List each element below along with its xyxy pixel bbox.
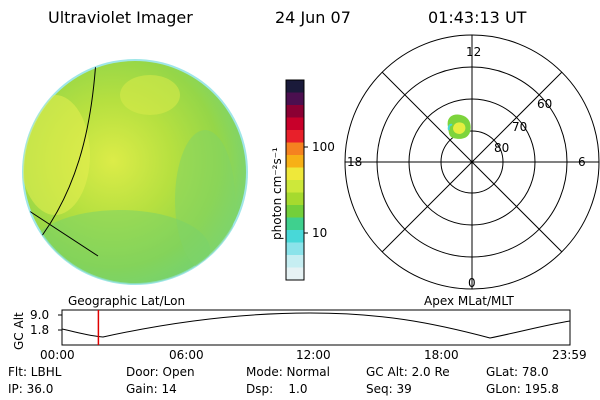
status-mode: Mode: Normal	[246, 365, 330, 379]
colorbar-segment	[286, 192, 304, 206]
uv-earth-disk	[22, 59, 248, 285]
colorbar-segment	[286, 130, 304, 143]
time-tick-0000: 00:00	[40, 348, 75, 362]
status-ip: IP: 36.0	[8, 382, 54, 396]
mlt-label-6: 6	[578, 155, 586, 169]
mlt-label-0: 0	[468, 276, 476, 290]
altitude-plot	[58, 309, 571, 346]
colorbar-segment	[286, 105, 304, 118]
time-tick-0600: 06:00	[169, 348, 204, 362]
gc-alt-axis-label: GC Alt	[12, 312, 26, 350]
colorbar-segment	[286, 92, 304, 106]
color-scale-bar	[286, 80, 304, 281]
status-gain: Gain: 14	[126, 382, 177, 396]
status-glat: GLat: 78.0	[486, 365, 549, 379]
colorbar-segment	[286, 155, 304, 168]
colorbar-label-100: 100	[312, 140, 335, 154]
date-label: 24 Jun 07	[275, 8, 351, 27]
colorbar-segment	[286, 217, 304, 231]
mlt-label-18: 18	[347, 155, 363, 169]
time-label: 01:43:13 UT	[428, 8, 527, 27]
colorbar-segment	[286, 205, 304, 218]
lat-label-70: 70	[512, 120, 528, 134]
geographic-label: Geographic Lat/Lon	[68, 294, 186, 308]
time-tick-1800: 18:00	[424, 348, 459, 362]
status-dsp: Dsp: 1.0	[246, 382, 308, 396]
apex-label: Apex MLat/MLT	[424, 294, 514, 308]
lat-label-60: 60	[537, 97, 553, 111]
colorbar-segment	[286, 242, 304, 256]
color-scale-frame	[285, 79, 305, 281]
instrument-title: Ultraviolet Imager	[48, 8, 193, 27]
polar-aurora-patch	[447, 114, 471, 139]
alt-tick-9: 9.0	[30, 308, 50, 322]
time-tick-2359: 23:59	[552, 348, 587, 362]
colorbar-segment	[286, 255, 304, 268]
colorbar-segment	[286, 80, 304, 93]
colorbar-segment	[286, 117, 304, 131]
colorbar-segment	[286, 267, 304, 281]
colorbar-segment	[286, 167, 304, 181]
grid-line	[23, 204, 99, 257]
colorbar-segment	[286, 230, 304, 243]
colorbar-segment	[286, 142, 304, 156]
lat-label-80: 80	[494, 141, 510, 155]
alt-tick-1-8: 1.8	[30, 323, 50, 337]
status-seq: Seq: 39	[366, 382, 412, 396]
colorbar-label-10: 10	[312, 226, 328, 240]
altitude-curve	[61, 312, 571, 339]
polar-mlat-mlt-plot	[344, 34, 600, 290]
mlt-label-12: 12	[466, 45, 482, 59]
status-glon: GLon: 195.8	[486, 382, 559, 396]
time-tick-1200: 12:00	[296, 348, 331, 362]
colorbar-unit-label: photon cm⁻²s⁻¹	[270, 147, 284, 240]
status-gc-alt: GC Alt: 2.0 Re	[366, 365, 450, 379]
status-flt: Flt: LBHL	[8, 365, 62, 379]
status-door: Door: Open	[126, 365, 195, 379]
colorbar-segment	[286, 180, 304, 193]
